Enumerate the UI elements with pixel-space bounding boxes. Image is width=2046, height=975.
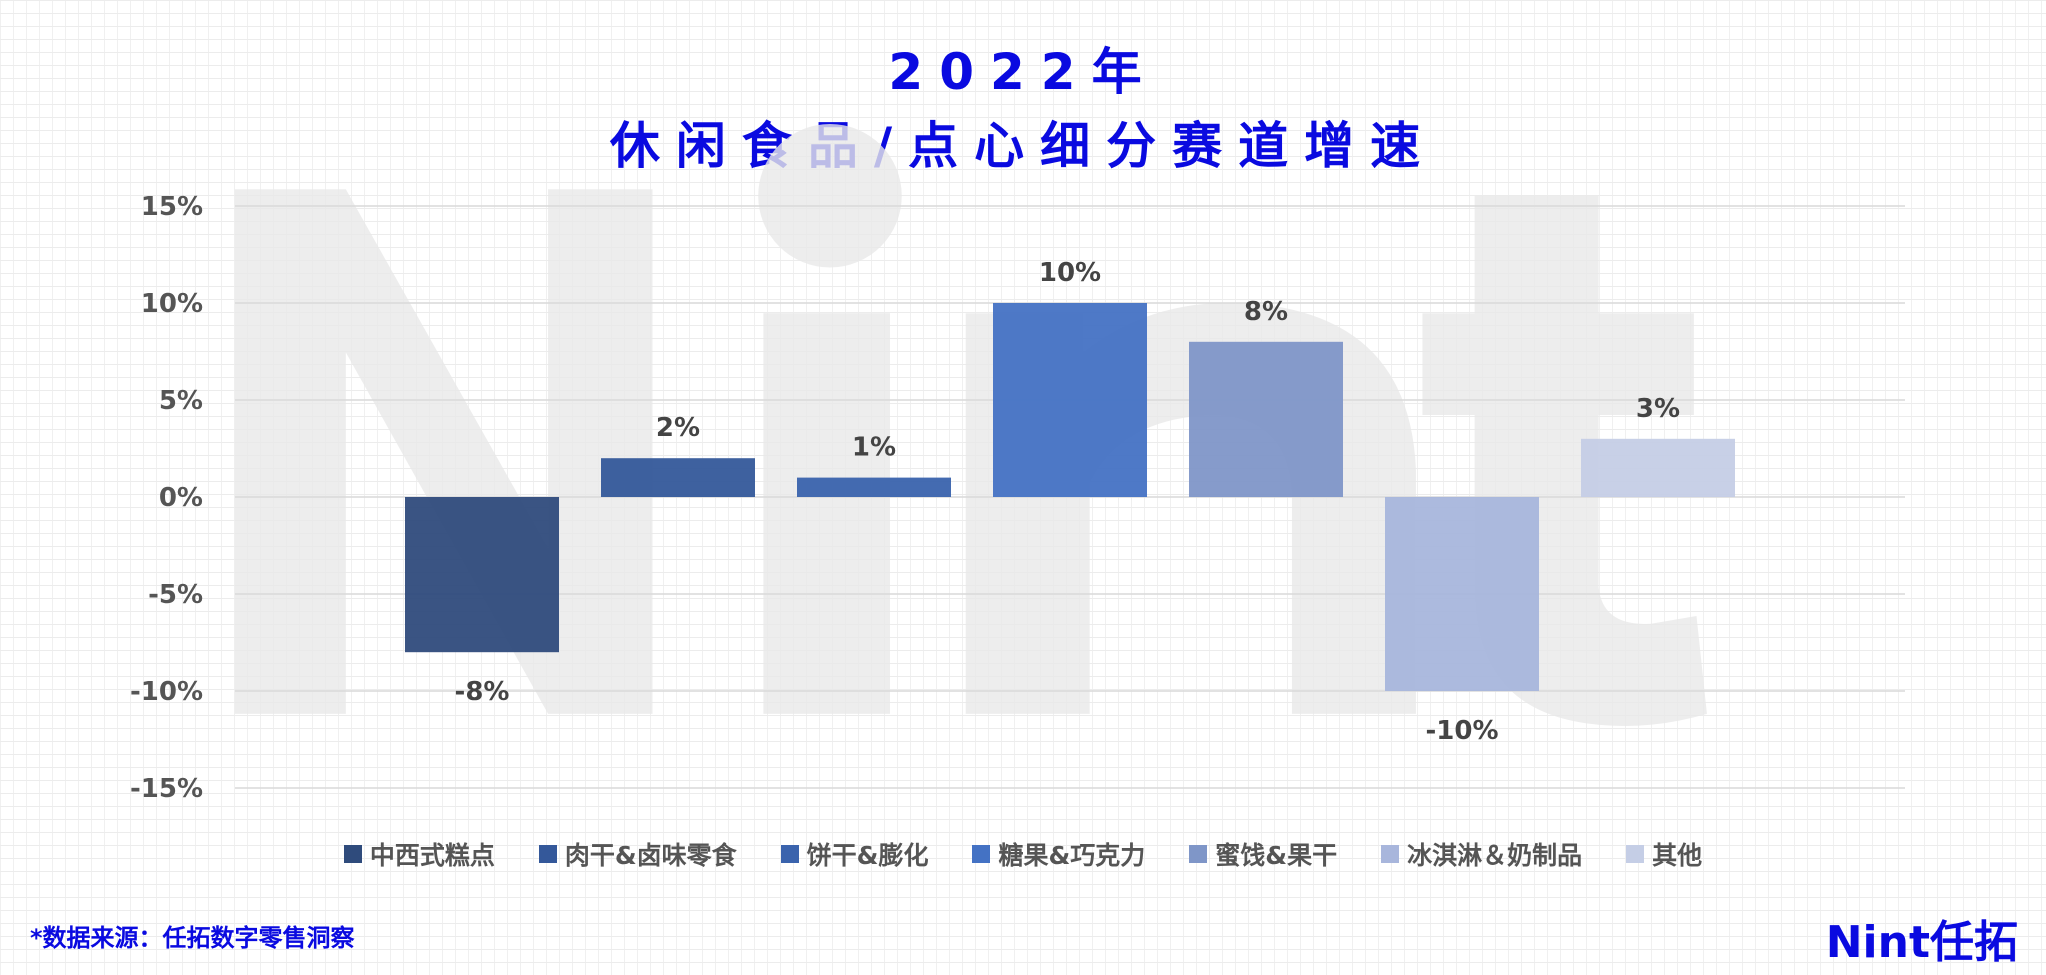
bar xyxy=(601,458,755,497)
y-tick-label: -15% xyxy=(130,774,203,804)
legend-swatch xyxy=(780,845,799,863)
legend-item: 肉干&卤味零食 xyxy=(538,836,737,872)
data-label: 1% xyxy=(852,433,896,463)
y-tick-label: 0% xyxy=(159,483,203,513)
data-label: 10% xyxy=(1039,258,1101,288)
y-tick-label: -5% xyxy=(148,580,203,610)
y-tick-label: 15% xyxy=(141,192,203,222)
chart-title-line1: 2022年 xyxy=(888,43,1158,101)
nint-logo: Nint任拓 xyxy=(1825,917,2018,968)
legend-swatch xyxy=(1626,845,1645,863)
bar xyxy=(1581,438,1735,497)
bar xyxy=(797,477,951,497)
y-tick-label: -10% xyxy=(130,677,203,707)
legend-item: 饼干&膨化 xyxy=(780,836,929,872)
legend-swatch xyxy=(538,845,557,863)
bar xyxy=(405,497,559,653)
chart-title-line2: 休闲食品/点心细分赛道增速 xyxy=(609,117,1437,175)
legend-item: 中西式糕点 xyxy=(343,836,495,872)
legend-label: 肉干&卤味零食 xyxy=(564,841,737,870)
legend-item: 冰淇淋＆奶制品 xyxy=(1381,836,1582,872)
data-source-note: *数据来源：任拓数字零售洞察 xyxy=(30,924,355,952)
legend-label: 蜜饯&果干 xyxy=(1215,841,1338,870)
legend-swatch xyxy=(1381,845,1400,863)
legend-label: 糖果&巧克力 xyxy=(998,841,1146,870)
legend-label: 中西式糕点 xyxy=(369,841,495,870)
legend: 中西式糕点 肉干&卤味零食 饼干&膨化 糖果&巧克力 蜜饯&果干 冰淇淋＆奶制品 其他 xyxy=(0,836,2046,872)
legend-label: 饼干&膨化 xyxy=(806,841,929,870)
legend-item: 蜜饯&果干 xyxy=(1189,836,1337,872)
y-tick-label: 5% xyxy=(159,386,203,416)
legend-swatch xyxy=(972,845,991,863)
data-label: 3% xyxy=(1636,394,1680,424)
legend-item: 糖果&巧克力 xyxy=(972,836,1145,872)
data-label: 8% xyxy=(1244,297,1288,327)
legend-label: 其他 xyxy=(1652,841,1703,870)
bar xyxy=(1385,497,1539,691)
legend-swatch xyxy=(343,845,362,863)
bar xyxy=(993,303,1147,497)
data-label: -10% xyxy=(1425,716,1498,746)
legend-label: 冰淇淋＆奶制品 xyxy=(1407,841,1583,870)
bar xyxy=(1189,341,1343,497)
data-label: 2% xyxy=(656,413,700,443)
legend-swatch xyxy=(1189,845,1208,863)
legend-item: 其他 xyxy=(1626,836,1702,872)
watermark-letter-i-dot xyxy=(758,123,902,268)
data-label: -8% xyxy=(455,677,510,707)
watermark-letter-i-stem xyxy=(763,313,891,714)
y-tick-label: 10% xyxy=(141,289,203,319)
